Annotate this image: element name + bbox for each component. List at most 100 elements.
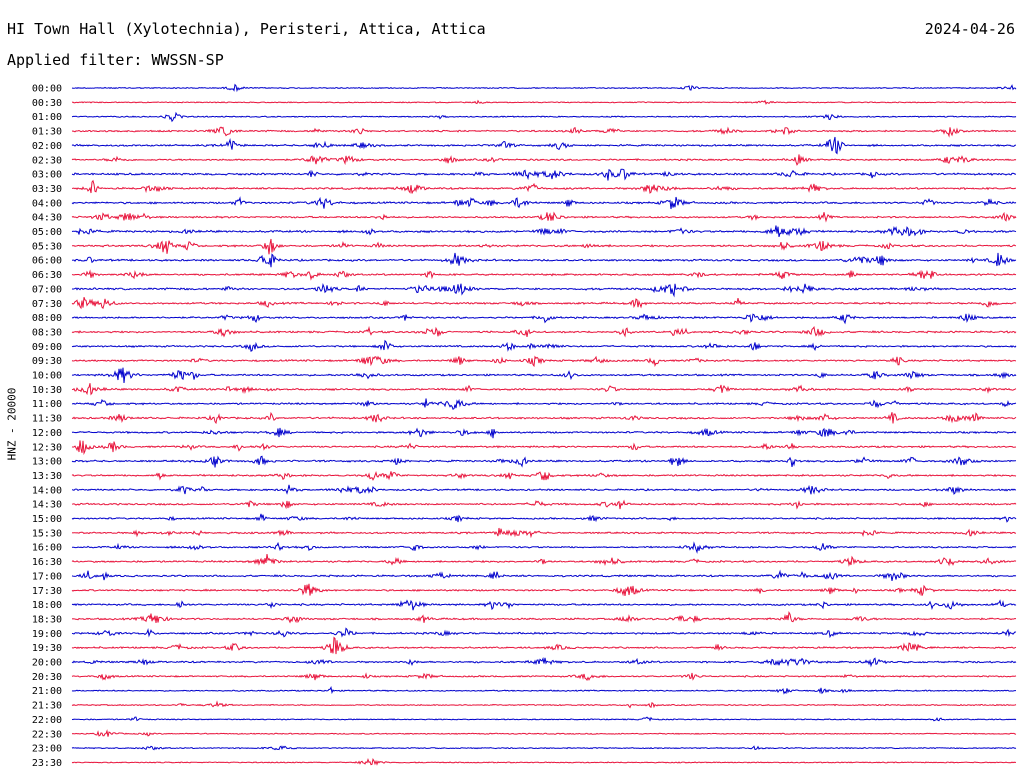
seismic-trace	[71, 470, 1017, 481]
seismic-trace	[71, 672, 1017, 681]
time-tick-label: 09:30	[32, 356, 62, 367]
seismic-trace	[71, 686, 1016, 695]
time-tick-label: 20:00	[32, 658, 62, 669]
time-tick-label: 20:30	[32, 672, 62, 683]
seismic-trace	[71, 269, 1017, 281]
time-tick-label: 08:30	[32, 327, 62, 338]
seismic-trace	[71, 111, 1017, 123]
time-tick-label: 06:30	[32, 270, 62, 281]
seismic-trace	[71, 484, 1017, 495]
time-tick-label: 14:00	[32, 485, 62, 496]
station-title: HI Town Hall (Xylotechnia), Peristeri, A…	[7, 20, 486, 38]
time-tick-label: 11:00	[32, 399, 62, 410]
time-tick-label: 22:30	[32, 729, 62, 740]
time-tick-label: 04:00	[32, 198, 62, 209]
seismic-trace	[71, 513, 1017, 523]
seismic-trace	[71, 541, 1017, 554]
time-tick-label: 07:00	[32, 284, 62, 295]
time-tick-label: 14:30	[32, 500, 62, 511]
seismic-trace	[71, 211, 1017, 223]
time-tick-label: 21:00	[32, 686, 62, 697]
time-tick-label: 13:30	[32, 471, 62, 482]
seismic-trace	[71, 636, 1017, 655]
time-tick-label: 10:30	[32, 385, 62, 396]
seismic-trace	[71, 729, 1017, 737]
seismic-trace	[71, 599, 1017, 611]
time-tick-label: 01:00	[32, 112, 62, 123]
seismic-trace	[71, 367, 1017, 384]
time-tick-label: 04:30	[32, 213, 62, 224]
seismic-trace	[71, 126, 1017, 138]
time-tick-label: 16:00	[32, 543, 62, 554]
seismic-trace	[71, 383, 1017, 396]
seismic-trace	[71, 427, 1017, 439]
seismic-trace	[71, 325, 1017, 338]
seismic-trace	[71, 583, 1017, 597]
time-tick-label: 05:30	[32, 241, 62, 252]
seismic-trace	[71, 297, 1017, 310]
time-tick-label: 23:30	[32, 758, 62, 769]
time-tick-label: 00:30	[32, 98, 62, 109]
time-tick-label: 15:00	[32, 514, 62, 525]
seismic-trace	[71, 339, 1017, 352]
time-tick-label: 03:30	[32, 184, 62, 195]
time-tick-label: 18:30	[32, 614, 62, 625]
seismic-trace	[71, 168, 1017, 181]
time-tick-label: 16:30	[32, 557, 62, 568]
seismic-trace	[71, 398, 1017, 410]
seismic-trace	[71, 136, 1017, 155]
seismic-trace	[71, 657, 1017, 668]
seismic-trace	[71, 313, 1017, 325]
time-tick-label: 09:00	[32, 342, 62, 353]
seismic-trace	[71, 569, 1017, 581]
seismic-trace	[71, 757, 1016, 766]
seismic-trace	[71, 225, 1017, 238]
seismic-trace	[71, 627, 1017, 639]
seismic-trace	[71, 179, 1017, 194]
seismic-trace	[71, 252, 1017, 268]
seismic-trace	[71, 745, 1017, 751]
time-tick-label: 23:00	[32, 744, 62, 755]
date-label: 2024-04-26	[924, 20, 1015, 38]
time-tick-label: 03:00	[32, 170, 62, 181]
seismic-trace	[71, 282, 1017, 298]
seismic-trace	[71, 99, 1017, 105]
time-tick-label: 18:00	[32, 600, 62, 611]
time-tick-label: 17:30	[32, 586, 62, 597]
seismic-trace	[71, 610, 1017, 624]
seismic-trace	[71, 700, 1017, 709]
time-tick-label: 02:00	[32, 141, 62, 152]
seismic-trace	[71, 455, 1017, 468]
time-tick-label: 01:30	[32, 127, 62, 138]
time-tick-label: 22:00	[32, 715, 62, 726]
time-tick-label: 00:00	[32, 84, 62, 95]
time-tick-label: 21:30	[32, 701, 62, 712]
seismic-trace	[71, 527, 1017, 539]
time-tick-label: 17:00	[32, 571, 62, 582]
time-tick-label: 19:00	[32, 629, 62, 640]
time-tick-label: 12:00	[32, 428, 62, 439]
time-tick-label: 07:30	[32, 299, 62, 310]
time-tick-label: 11:30	[32, 414, 62, 425]
seismic-trace	[71, 440, 1017, 456]
time-tick-label: 19:30	[32, 643, 62, 654]
time-tick-label: 05:00	[32, 227, 62, 238]
time-tick-label: 02:30	[32, 155, 62, 166]
seismic-trace	[71, 238, 1017, 255]
seismic-trace	[71, 554, 1017, 567]
time-tick-label: 06:00	[32, 256, 62, 267]
seismic-trace	[71, 355, 1017, 368]
time-tick-label: 10:00	[32, 371, 62, 382]
time-tick-label: 15:30	[32, 528, 62, 539]
seismic-trace	[71, 411, 1017, 425]
time-tick-label: 08:00	[32, 313, 62, 324]
seismic-trace	[71, 716, 1017, 722]
seismic-trace	[71, 154, 1017, 166]
time-tick-label: 12:30	[32, 442, 62, 453]
time-tick-label: 13:00	[32, 457, 62, 468]
seismic-trace	[71, 83, 1017, 93]
seismic-trace	[71, 196, 1017, 210]
seismic-trace	[71, 499, 1017, 510]
filter-label: Applied filter: WWSSN-SP	[7, 51, 224, 69]
